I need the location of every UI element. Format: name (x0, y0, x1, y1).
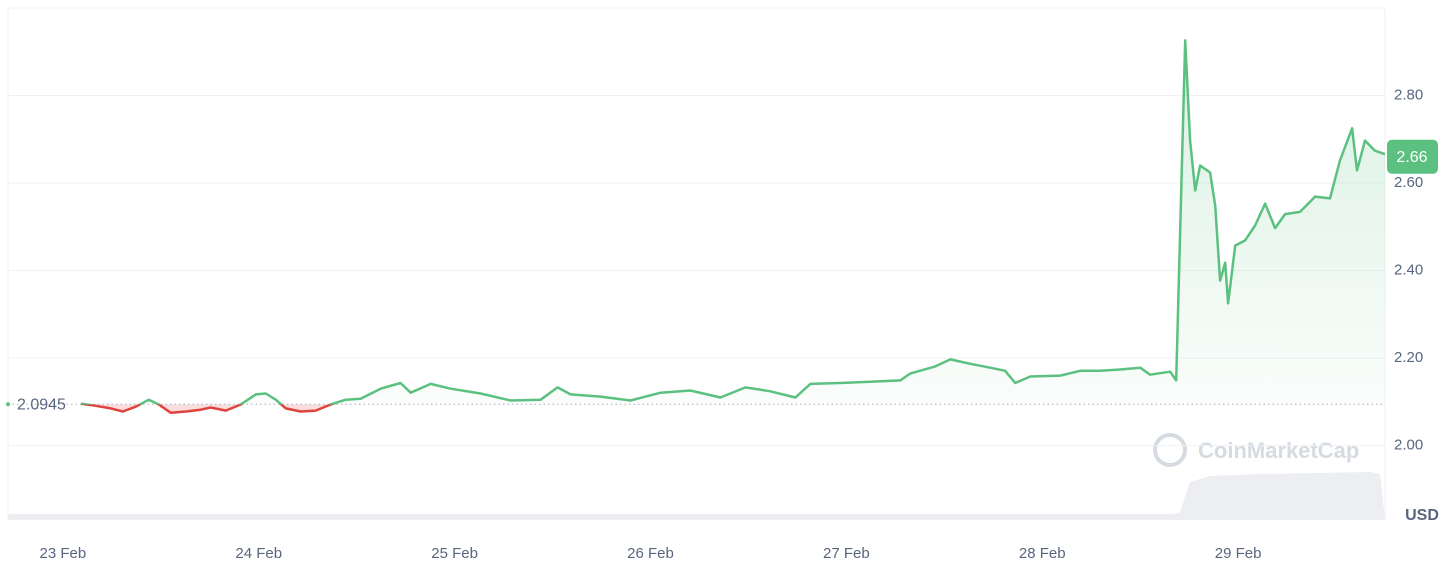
y-tick-label: 2.60 (1394, 174, 1423, 191)
y-tick-label: 2.20 (1394, 349, 1423, 366)
x-tick-label: 26 Feb (627, 545, 674, 562)
x-tick-label: 27 Feb (823, 545, 870, 562)
area-up (80, 40, 1385, 405)
last-value-label: 2.66 (1396, 149, 1427, 166)
y-tick-label: 2.80 (1394, 86, 1423, 103)
baseline-dot (6, 402, 10, 407)
y-tick-label: 2.00 (1394, 437, 1423, 454)
x-tick-label: 29 Feb (1215, 545, 1262, 562)
x-tick-label: 28 Feb (1019, 545, 1066, 562)
baseline-label: 2.0945 (17, 396, 66, 413)
x-tick-label: 25 Feb (431, 545, 478, 562)
x-tick-label: 23 Feb (39, 545, 86, 562)
watermark: CoinMarketCap (1153, 433, 1359, 467)
x-tick-label: 24 Feb (235, 545, 282, 562)
watermark-text: CoinMarketCap (1198, 438, 1359, 463)
y-unit: USD (1405, 507, 1439, 524)
price-line (80, 39, 1386, 415)
last-value-badge (1387, 139, 1438, 174)
volume-area (8, 472, 1385, 520)
y-tick-label: 2.40 (1394, 262, 1423, 279)
watermark-logo (1153, 433, 1187, 467)
area-down (80, 404, 1385, 413)
